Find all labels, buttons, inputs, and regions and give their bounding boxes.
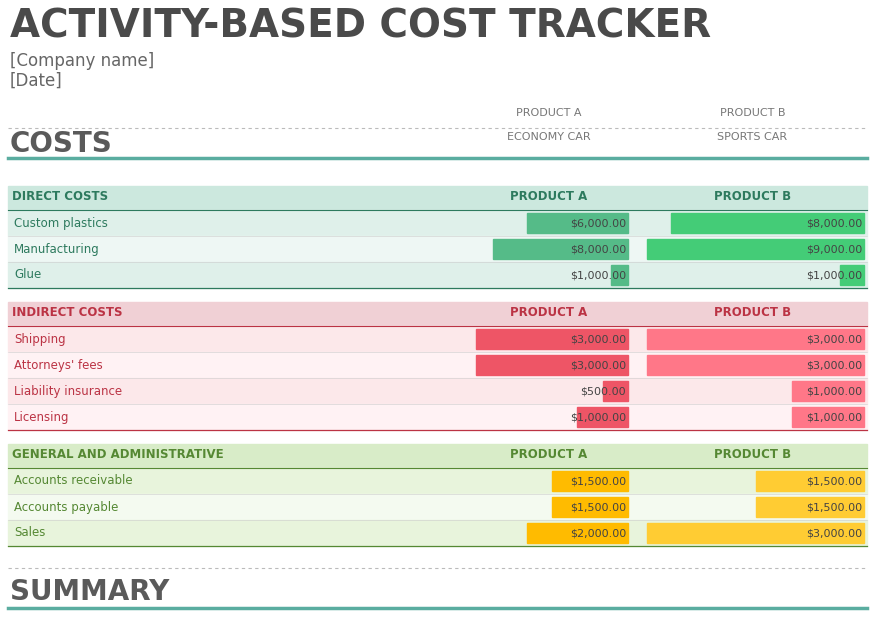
- Text: Shipping: Shipping: [14, 333, 66, 345]
- Text: Accounts payable: Accounts payable: [14, 501, 118, 514]
- Bar: [647, 239, 864, 259]
- Text: $3,000.00: $3,000.00: [806, 334, 862, 344]
- Bar: [8, 494, 867, 520]
- Bar: [8, 236, 867, 262]
- Bar: [493, 239, 628, 259]
- Bar: [840, 265, 864, 285]
- Text: $1,000.00: $1,000.00: [806, 412, 862, 422]
- Bar: [8, 262, 867, 288]
- Bar: [8, 404, 867, 430]
- Text: $1,000.00: $1,000.00: [806, 386, 862, 396]
- Text: [Company name]: [Company name]: [10, 52, 154, 70]
- Bar: [671, 213, 864, 233]
- Text: Accounts receivable: Accounts receivable: [14, 474, 133, 487]
- Bar: [755, 497, 864, 517]
- Text: PRODUCT A: PRODUCT A: [516, 108, 582, 118]
- Text: PRODUCT B: PRODUCT B: [714, 448, 791, 461]
- Bar: [552, 471, 628, 491]
- Bar: [476, 355, 628, 375]
- Text: $3,000.00: $3,000.00: [806, 528, 862, 538]
- Text: $1,500.00: $1,500.00: [570, 502, 626, 512]
- Bar: [8, 210, 867, 236]
- Text: Liability insurance: Liability insurance: [14, 385, 123, 397]
- Text: Glue: Glue: [14, 268, 41, 281]
- Text: DIRECT COSTS: DIRECT COSTS: [12, 190, 108, 203]
- Text: SPORTS CAR: SPORTS CAR: [718, 132, 788, 142]
- Bar: [603, 381, 628, 401]
- Text: PRODUCT A: PRODUCT A: [510, 190, 588, 203]
- Text: $1,500.00: $1,500.00: [570, 476, 626, 486]
- Bar: [8, 378, 867, 404]
- Bar: [647, 523, 864, 543]
- Text: Custom plastics: Custom plastics: [14, 216, 108, 229]
- Bar: [527, 213, 628, 233]
- Bar: [792, 381, 864, 401]
- Text: $8,000.00: $8,000.00: [806, 218, 862, 228]
- Text: PRODUCT A: PRODUCT A: [510, 306, 588, 319]
- Text: PRODUCT A: PRODUCT A: [510, 448, 588, 461]
- Text: $1,000.00: $1,000.00: [570, 270, 626, 280]
- Text: $1,500.00: $1,500.00: [806, 502, 862, 512]
- Text: $3,000.00: $3,000.00: [570, 334, 626, 344]
- Text: [Date]: [Date]: [10, 72, 63, 90]
- Text: PRODUCT B: PRODUCT B: [720, 108, 785, 118]
- Text: Manufacturing: Manufacturing: [14, 243, 100, 256]
- Text: $2,000.00: $2,000.00: [570, 528, 626, 538]
- Bar: [8, 468, 867, 494]
- Text: $1,500.00: $1,500.00: [806, 476, 862, 486]
- Text: $3,000.00: $3,000.00: [806, 360, 862, 370]
- Text: $3,000.00: $3,000.00: [570, 360, 626, 370]
- Text: COSTS: COSTS: [10, 130, 113, 158]
- Bar: [552, 497, 628, 517]
- Text: INDIRECT COSTS: INDIRECT COSTS: [12, 306, 122, 319]
- Text: Sales: Sales: [14, 526, 46, 539]
- Bar: [792, 407, 864, 427]
- Text: $6,000.00: $6,000.00: [570, 218, 626, 228]
- Bar: [8, 326, 867, 352]
- Bar: [8, 444, 867, 468]
- Bar: [476, 329, 628, 349]
- Text: GENERAL AND ADMINISTRATIVE: GENERAL AND ADMINISTRATIVE: [12, 448, 224, 461]
- Text: ECONOMY CAR: ECONOMY CAR: [507, 132, 591, 142]
- Text: Attorneys' fees: Attorneys' fees: [14, 358, 102, 372]
- Text: Licensing: Licensing: [14, 410, 69, 424]
- Text: PRODUCT B: PRODUCT B: [714, 190, 791, 203]
- Bar: [611, 265, 628, 285]
- Bar: [578, 407, 628, 427]
- Text: $1,000.00: $1,000.00: [570, 412, 626, 422]
- Text: PRODUCT B: PRODUCT B: [714, 306, 791, 319]
- Bar: [8, 186, 867, 210]
- Bar: [647, 329, 864, 349]
- Text: ACTIVITY-BASED COST TRACKER: ACTIVITY-BASED COST TRACKER: [10, 8, 711, 46]
- Text: $9,000.00: $9,000.00: [806, 244, 862, 254]
- Text: $8,000.00: $8,000.00: [570, 244, 626, 254]
- Bar: [527, 523, 628, 543]
- Text: SUMMARY: SUMMARY: [10, 578, 170, 606]
- Bar: [647, 355, 864, 375]
- Bar: [8, 352, 867, 378]
- Bar: [8, 302, 867, 326]
- Text: $500.00: $500.00: [580, 386, 626, 396]
- Bar: [8, 520, 867, 546]
- Bar: [755, 471, 864, 491]
- Text: $1,000.00: $1,000.00: [806, 270, 862, 280]
